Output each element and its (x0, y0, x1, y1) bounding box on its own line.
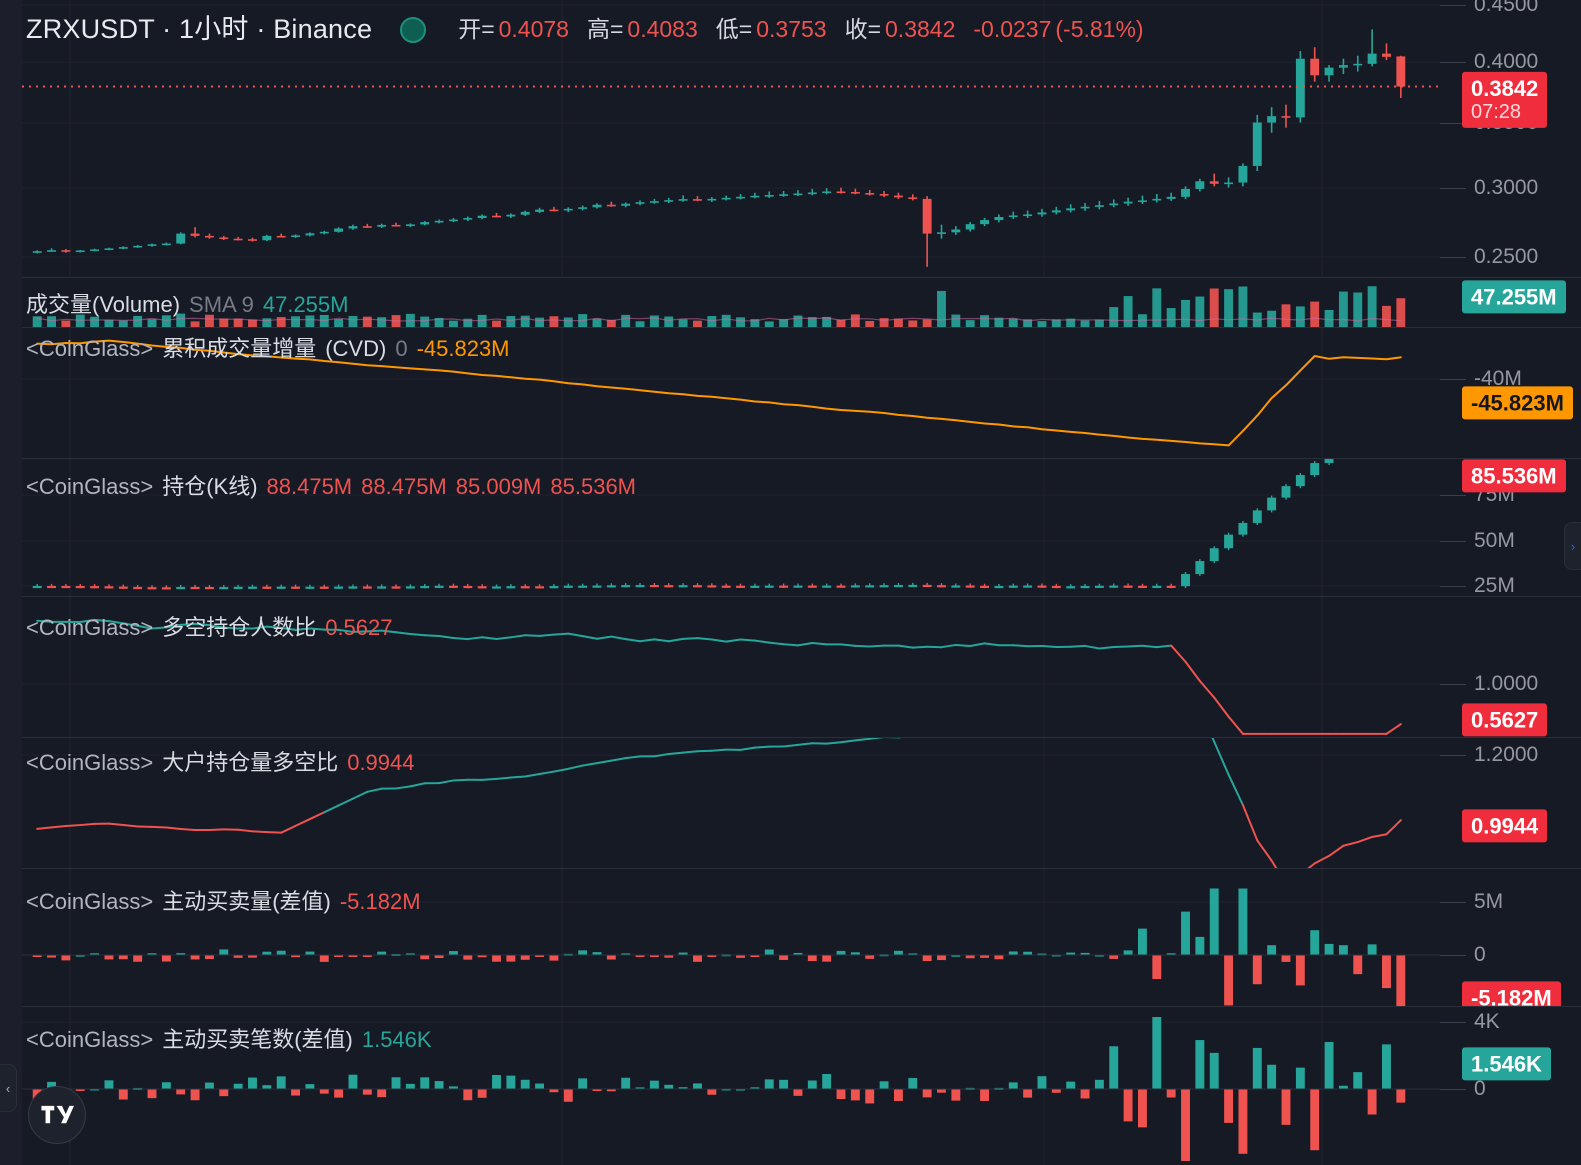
close-value: 0.3842 (885, 16, 956, 42)
tc-axis-label: 4K (1474, 1010, 1500, 1033)
taker-count-axis[interactable]: 4K 0 1.546K (1440, 1007, 1581, 1165)
current-price-time: 07:28 (1471, 101, 1522, 124)
long-short-plot[interactable] (22, 597, 1440, 737)
open-label: 开= (458, 16, 495, 42)
price-axis-label: 0.4500 (1474, 0, 1539, 16)
symbol-title[interactable]: ZRXUSDT · 1小时 · Binance (26, 14, 373, 44)
open-value: 0.4078 (498, 16, 569, 42)
cvd-pane: -40M -45.823M (0, 328, 1581, 458)
taker-volume-delta-pane: 5M 0 -5.182M (0, 869, 1581, 1006)
volume-plot[interactable] (22, 278, 1440, 327)
top-trader-ratio-pane: 1.2000 0.9944 (0, 738, 1581, 868)
tt-badge: 0.9944 (1462, 809, 1548, 843)
high-value: 0.4083 (627, 16, 698, 42)
open-interest-axis[interactable]: 75M 50M 25M 85.536M (1440, 459, 1581, 596)
high-label: 高= (586, 16, 624, 42)
tc-badge: 1.546K (1462, 1047, 1551, 1081)
close-label: 收= (844, 16, 882, 42)
tv-axis-label: 5M (1474, 890, 1504, 913)
long-short-axis[interactable]: 1.0000 0.5627 (1440, 597, 1581, 737)
current-price-value: 0.3842 (1471, 75, 1539, 101)
price-plot[interactable] (22, 0, 1440, 277)
oi-axis-label: 25M (1474, 574, 1515, 596)
change-percent: (-5.81%) (1055, 16, 1144, 42)
taker-count-plot[interactable] (22, 1007, 1440, 1165)
circle-indicator-icon (400, 16, 427, 43)
price-axis-label: 0.4000 (1474, 50, 1539, 73)
ohlc-legend: 开= 0.4078 高= 0.4083 低= 0.3753 收= 0.3842 -0.0237(… (458, 18, 1147, 41)
volume-badge: 47.255M (1462, 280, 1566, 314)
tradingview-logo-icon[interactable] (28, 1086, 86, 1144)
price-pane: 0.4500 0.4000 0.3500 0.3000 0.2500 0.384… (0, 0, 1581, 277)
tv-badge: -5.182M (1462, 981, 1561, 1006)
tc-axis-label: 0 (1474, 1077, 1486, 1100)
change-value: -0.0237 (973, 16, 1052, 42)
cvd-axis-label: -40M (1474, 367, 1522, 390)
cvd-axis[interactable]: -40M -45.823M (1440, 328, 1581, 458)
tv-axis-label: 0 (1474, 943, 1486, 966)
volume-pane: 47.255M (0, 278, 1581, 327)
price-axis-label: 0.2500 (1474, 245, 1539, 268)
top-trader-axis[interactable]: 1.2000 0.9944 (1440, 738, 1581, 868)
long-short-account-ratio-pane: 1.0000 0.5627 (0, 597, 1581, 737)
oi-axis-label: 50M (1474, 529, 1515, 552)
taker-volume-axis[interactable]: 5M 0 -5.182M (1440, 869, 1581, 1006)
left-gutter (0, 0, 22, 1165)
volume-axis[interactable]: 47.255M (1440, 278, 1581, 327)
chevron-right-button[interactable]: › (1564, 522, 1581, 570)
chevron-left-button[interactable]: ‹ (0, 1064, 17, 1112)
chart-header-legend: ZRXUSDT · 1小时 · Binance 开= 0.4078 高= 0.4083… (26, 16, 1148, 43)
price-axis-label: 0.3000 (1474, 176, 1539, 199)
top-trader-plot[interactable] (22, 738, 1440, 868)
low-value: 0.3753 (756, 16, 827, 42)
open-interest-pane: 75M 50M 25M 85.536M (0, 459, 1581, 596)
oi-badge: 85.536M (1462, 459, 1566, 493)
cvd-plot[interactable] (22, 328, 1440, 458)
cvd-badge: -45.823M (1462, 386, 1573, 420)
price-axis[interactable]: 0.4500 0.4000 0.3500 0.3000 0.2500 0.384… (1440, 0, 1581, 277)
low-label: 低= (715, 16, 753, 42)
open-interest-plot[interactable] (22, 459, 1440, 596)
current-price-badge: 0.3842 07:28 (1462, 71, 1548, 129)
ls-badge: 0.5627 (1462, 703, 1548, 737)
ls-axis-label: 1.0000 (1474, 672, 1539, 695)
taker-count-delta-pane: 4K 0 1.546K (0, 1007, 1581, 1165)
tt-axis-label: 1.2000 (1474, 743, 1539, 766)
taker-volume-plot[interactable] (22, 869, 1440, 1006)
